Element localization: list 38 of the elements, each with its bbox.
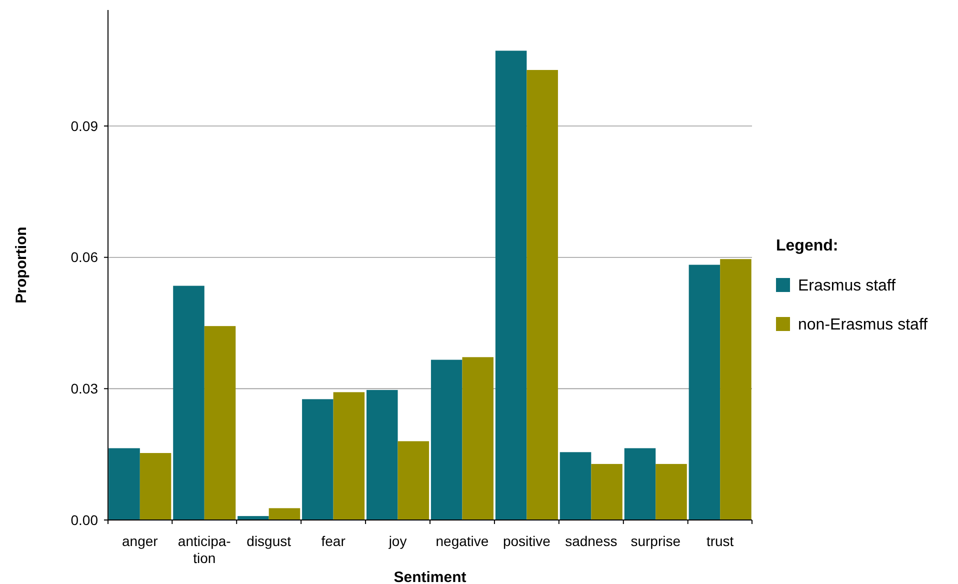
legend-label: Erasmus staff bbox=[798, 278, 896, 295]
x-tick-label: anticipa-tion bbox=[178, 533, 232, 566]
bar bbox=[591, 464, 622, 520]
bar bbox=[462, 357, 494, 520]
y-tick-label: 0.00 bbox=[70, 512, 98, 528]
bar bbox=[333, 392, 365, 520]
legend-label: non-Erasmus staff bbox=[798, 316, 928, 334]
x-tick-label: positive bbox=[502, 533, 551, 549]
x-tick-label: joy bbox=[388, 533, 407, 549]
bar bbox=[526, 70, 558, 520]
x-tick-label: surprise bbox=[630, 533, 681, 549]
x-axis-title: Sentiment bbox=[394, 569, 466, 584]
bar bbox=[268, 508, 300, 520]
bar bbox=[656, 464, 687, 520]
y-tick-label: 0.09 bbox=[70, 118, 98, 134]
bar bbox=[688, 264, 720, 520]
x-tick-label: disgust bbox=[246, 533, 292, 549]
y-tick-label: 0.03 bbox=[70, 380, 98, 397]
bar bbox=[495, 50, 527, 520]
y-tick-label: 0.06 bbox=[70, 249, 98, 266]
bar bbox=[430, 360, 462, 520]
x-tick-label: anger bbox=[122, 533, 158, 549]
bar bbox=[204, 326, 236, 520]
bar bbox=[624, 448, 656, 520]
bar bbox=[560, 452, 592, 520]
bar bbox=[302, 399, 334, 520]
bar bbox=[398, 441, 430, 520]
bar bbox=[108, 448, 140, 520]
x-tick-label: negative bbox=[436, 533, 489, 549]
x-tick-label: fear bbox=[321, 533, 346, 549]
bar bbox=[140, 453, 172, 520]
bar bbox=[720, 259, 752, 520]
bar bbox=[173, 286, 204, 520]
legend-title: Legend: bbox=[776, 238, 838, 255]
x-tick-label: sadness bbox=[565, 533, 618, 549]
x-tick-label: trust bbox=[706, 533, 734, 549]
bar bbox=[366, 390, 398, 520]
y-axis-title: Proportion bbox=[13, 226, 30, 304]
